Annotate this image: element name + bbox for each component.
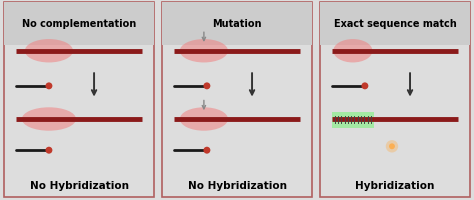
Point [203,149,211,152]
Bar [4,3,154,46]
Point [45,85,53,88]
Ellipse shape [180,108,228,131]
Point [388,145,396,148]
Text: Mutation: Mutation [212,19,262,29]
Ellipse shape [180,40,228,63]
Bar [332,113,374,128]
Text: No Hybridization: No Hybridization [188,180,286,190]
Text: Hybridization: Hybridization [356,180,435,190]
Point [45,149,53,152]
Text: Exact sequence match: Exact sequence match [334,19,456,29]
Ellipse shape [333,40,373,63]
Point [361,85,369,88]
Ellipse shape [22,108,76,131]
Point [388,145,396,148]
Bar [162,3,312,46]
Ellipse shape [25,40,73,63]
Text: No Hybridization: No Hybridization [29,180,128,190]
Point [203,85,211,88]
Bar [320,3,470,46]
Text: No complementation: No complementation [22,19,136,29]
